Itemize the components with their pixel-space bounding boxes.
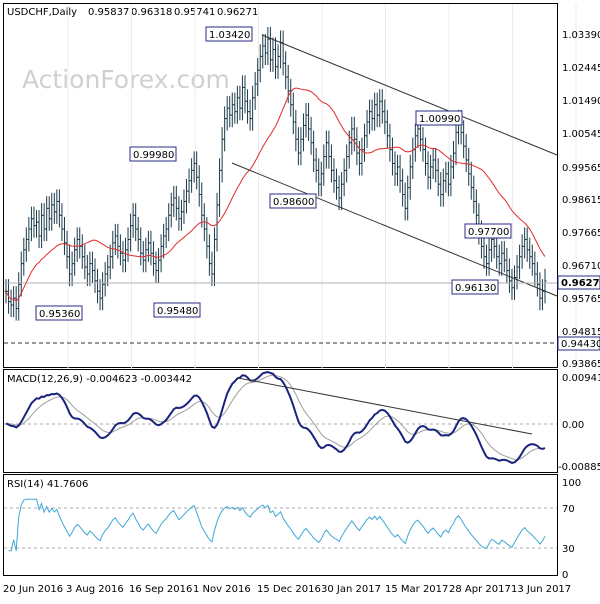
price-label: 0.98600 bbox=[273, 197, 314, 208]
price-tick: 0.94815 bbox=[562, 327, 600, 338]
price-label-box bbox=[153, 302, 201, 318]
chart-header-close: 0.96271 bbox=[217, 7, 258, 18]
price-tick: 1.02445 bbox=[562, 63, 600, 74]
date-tick: 16 Sep 2016 bbox=[129, 584, 192, 595]
rsi-tick: 0 bbox=[562, 570, 568, 581]
rsi-title: RSI(14) 41.7606 bbox=[7, 479, 88, 490]
macd-trend-line bbox=[237, 377, 533, 435]
support-price-box bbox=[557, 336, 600, 351]
date-tick: 15 Mar 2017 bbox=[385, 584, 448, 595]
price-label-box bbox=[205, 26, 253, 42]
rsi-tick: 100 bbox=[562, 478, 581, 489]
date-axis: 20 Jun 2016 3 Aug 2016 16 Sep 2016 1 Nov… bbox=[3, 584, 571, 595]
date-tick: 20 Jun 2016 bbox=[3, 584, 63, 595]
chart-header-high: 0.96318 bbox=[131, 7, 172, 18]
price-tick: 1.03390 bbox=[562, 30, 600, 41]
price-label: 0.96130 bbox=[455, 283, 496, 294]
rsi-tick: 70 bbox=[562, 504, 575, 515]
price-tick: 1.00545 bbox=[562, 129, 600, 140]
current-price-box bbox=[557, 275, 600, 290]
macd-title: MACD(12,26,9) -0.004623 -0.003442 bbox=[7, 374, 192, 385]
price-label-box bbox=[464, 223, 512, 239]
price-label: 0.99980 bbox=[133, 150, 174, 161]
date-tick: 15 Dec 2016 bbox=[257, 584, 321, 595]
date-tick: 3 Aug 2016 bbox=[66, 584, 124, 595]
macd-tick: 0.009411 bbox=[562, 373, 600, 384]
price-grid bbox=[67, 4, 577, 368]
trend-line bbox=[261, 34, 558, 156]
price-label: 0.95480 bbox=[157, 306, 198, 317]
price-tick: 0.96710 bbox=[562, 261, 600, 272]
date-tick: 30 Jan 2017 bbox=[321, 584, 381, 595]
watermark: ActionForex.com bbox=[22, 65, 230, 94]
price-label-box bbox=[269, 193, 317, 209]
price-tick: 0.98615 bbox=[562, 195, 600, 206]
price-label-box bbox=[129, 146, 177, 162]
macd-tick: -0.008852 bbox=[558, 462, 600, 473]
support-price-label: 0.94430 bbox=[561, 339, 600, 350]
trend-lines bbox=[231, 34, 558, 297]
moving-average-line bbox=[5, 87, 546, 302]
chart-header-title: USDCHF,Daily bbox=[7, 7, 77, 18]
rsi-panel-frame bbox=[3, 474, 558, 576]
price-label-box bbox=[35, 305, 83, 321]
price-bars bbox=[4, 27, 547, 321]
trend-line bbox=[231, 162, 558, 297]
price-label-box bbox=[415, 110, 463, 126]
date-tick: 28 Apr 2017 bbox=[449, 584, 511, 595]
rsi-tick: 30 bbox=[562, 544, 575, 555]
current-price-label: 0.96271 bbox=[561, 278, 600, 289]
price-tick: 0.97665 bbox=[562, 228, 600, 239]
macd-tick: 0.00 bbox=[562, 420, 584, 431]
price-axis: 1.03390 1.02445 1.01490 1.00545 0.99565 … bbox=[562, 30, 600, 370]
price-tick: 0.93865 bbox=[562, 359, 600, 370]
chart-header-open: 0.95837 bbox=[88, 7, 129, 18]
price-tick: 0.95765 bbox=[562, 294, 600, 305]
price-tick: 1.01490 bbox=[562, 96, 600, 107]
price-label: 1.03420 bbox=[209, 30, 250, 41]
price-label: 1.00990 bbox=[419, 114, 460, 125]
price-label: 0.97700 bbox=[468, 227, 509, 238]
date-tick: 13 Jun 2017 bbox=[511, 584, 571, 595]
rsi-line bbox=[8, 498, 546, 552]
date-tick: 1 Nov 2016 bbox=[193, 584, 251, 595]
price-tick: 0.99565 bbox=[562, 163, 600, 174]
price-label-box bbox=[451, 279, 499, 295]
macd-line bbox=[5, 370, 546, 464]
price-label: 0.95360 bbox=[39, 309, 80, 320]
